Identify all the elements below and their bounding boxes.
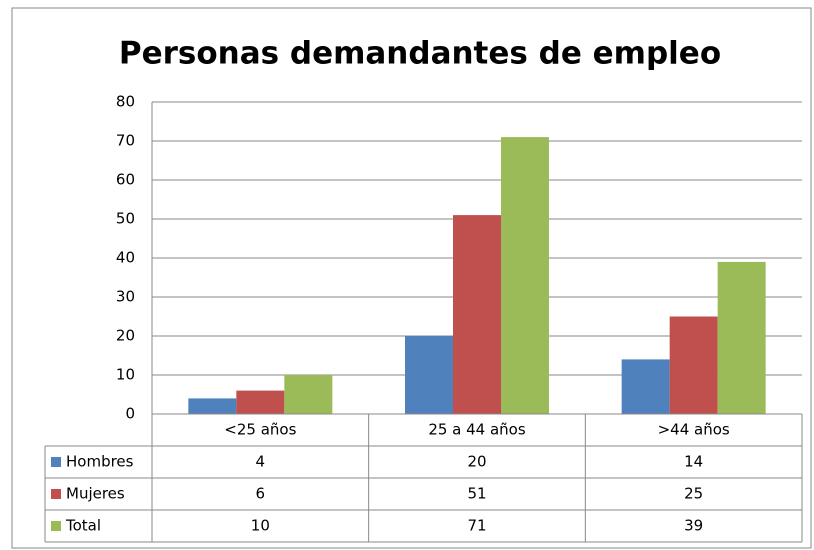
legend-label: Total bbox=[65, 517, 101, 535]
bar bbox=[501, 137, 549, 414]
y-tick-label: 0 bbox=[125, 405, 135, 423]
chart-title: Personas demandantes de empleo bbox=[119, 36, 721, 72]
table-value: 25 bbox=[684, 485, 703, 503]
bar bbox=[236, 390, 285, 414]
table-value: 14 bbox=[684, 453, 703, 471]
table-value: 6 bbox=[256, 485, 266, 503]
table-value: 39 bbox=[684, 517, 703, 535]
bar bbox=[453, 215, 501, 414]
y-tick-label: 60 bbox=[116, 171, 135, 189]
y-tick-label: 40 bbox=[116, 249, 135, 267]
x-tick-label: <25 años bbox=[224, 421, 296, 439]
table-value: 4 bbox=[256, 453, 266, 471]
legend-swatch bbox=[51, 521, 61, 531]
bar bbox=[717, 261, 766, 414]
x-tick-label: >44 años bbox=[658, 421, 730, 439]
table-value: 10 bbox=[251, 517, 270, 535]
x-tick-label: 25 a 44 años bbox=[428, 421, 526, 439]
bar bbox=[405, 336, 453, 414]
table-value: 71 bbox=[467, 517, 486, 535]
y-tick-label: 30 bbox=[116, 288, 135, 306]
legend-label: Mujeres bbox=[66, 485, 125, 503]
legend-label: Hombres bbox=[66, 453, 134, 471]
legend-swatch bbox=[51, 457, 61, 467]
y-tick-label: 70 bbox=[116, 132, 135, 150]
bar bbox=[188, 398, 237, 414]
chart-border bbox=[11, 7, 812, 549]
y-tick-label: 10 bbox=[116, 366, 135, 384]
table-value: 20 bbox=[467, 453, 486, 471]
bar bbox=[621, 359, 670, 414]
y-tick-label: 80 bbox=[116, 93, 135, 111]
y-tick-label: 50 bbox=[116, 210, 135, 228]
table-value: 51 bbox=[467, 485, 486, 503]
bar bbox=[669, 316, 718, 414]
bar bbox=[284, 375, 333, 414]
legend-swatch bbox=[51, 489, 61, 499]
y-tick-label: 20 bbox=[116, 327, 135, 345]
